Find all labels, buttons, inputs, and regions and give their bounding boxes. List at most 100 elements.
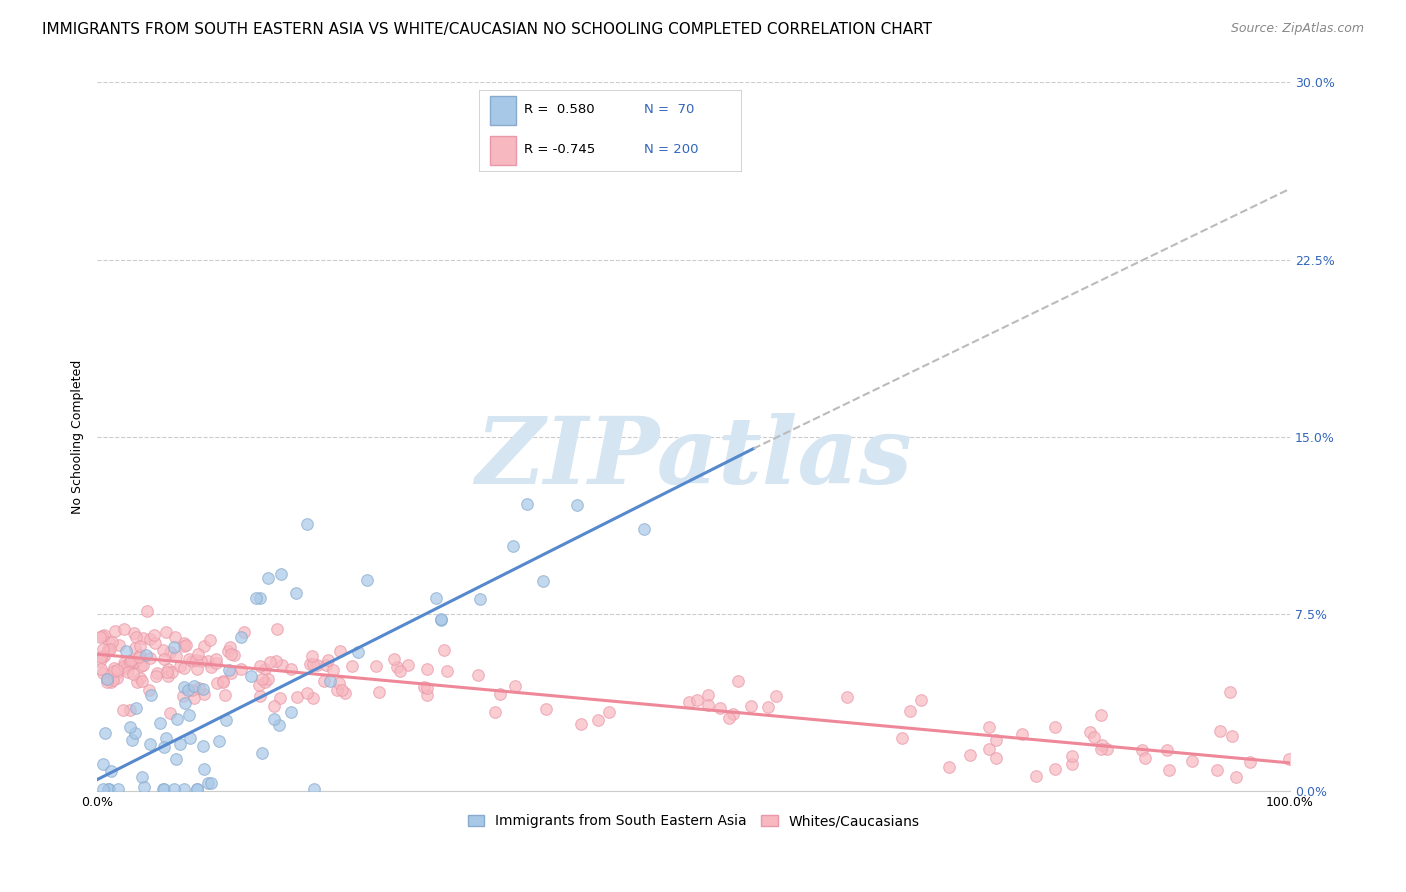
Point bbox=[128, 649, 150, 664]
Point bbox=[108, 639, 131, 653]
Point bbox=[959, 748, 981, 763]
Point bbox=[90, 649, 112, 664]
Point bbox=[136, 604, 159, 618]
Point bbox=[197, 775, 219, 789]
Point bbox=[1091, 738, 1114, 752]
Point bbox=[416, 662, 439, 676]
Point bbox=[534, 701, 557, 715]
Point bbox=[977, 720, 1000, 734]
Point bbox=[174, 638, 197, 652]
Point bbox=[301, 691, 323, 706]
Point bbox=[125, 701, 148, 715]
Point bbox=[115, 644, 138, 658]
Point bbox=[250, 746, 273, 760]
Point bbox=[139, 651, 162, 665]
Point bbox=[366, 658, 388, 673]
Point bbox=[212, 673, 235, 688]
Point bbox=[333, 686, 356, 700]
Point bbox=[120, 653, 142, 667]
Point bbox=[124, 655, 146, 669]
Point bbox=[718, 711, 741, 725]
Point bbox=[193, 687, 215, 701]
Point bbox=[205, 652, 228, 666]
Point bbox=[266, 654, 288, 668]
Point bbox=[124, 726, 146, 740]
Point bbox=[254, 674, 277, 689]
Text: ZIPatlas: ZIPatlas bbox=[475, 413, 912, 503]
Point bbox=[117, 657, 139, 671]
Point bbox=[141, 688, 163, 702]
Point bbox=[1090, 708, 1112, 723]
Point bbox=[100, 764, 122, 778]
Point bbox=[356, 573, 378, 587]
Point bbox=[740, 699, 762, 714]
Point bbox=[112, 622, 135, 636]
Point bbox=[315, 658, 337, 673]
Point bbox=[328, 676, 350, 690]
Point bbox=[249, 689, 271, 703]
Point bbox=[890, 731, 912, 745]
Point bbox=[910, 693, 932, 707]
Point bbox=[159, 706, 181, 720]
Point bbox=[193, 639, 215, 653]
Point bbox=[105, 663, 128, 677]
Point bbox=[96, 674, 118, 689]
Point bbox=[153, 652, 176, 666]
Point bbox=[93, 627, 115, 641]
Point bbox=[131, 770, 153, 784]
Point bbox=[173, 781, 195, 796]
Point bbox=[219, 665, 242, 680]
Point bbox=[312, 674, 335, 689]
Point bbox=[97, 781, 120, 796]
Point bbox=[415, 688, 437, 702]
Point bbox=[257, 672, 280, 686]
Point bbox=[208, 733, 231, 747]
Point bbox=[1083, 730, 1105, 744]
Point bbox=[172, 689, 194, 703]
Point bbox=[177, 707, 200, 722]
Point bbox=[1062, 748, 1084, 763]
Point bbox=[270, 567, 292, 582]
Point bbox=[214, 688, 236, 702]
Point bbox=[101, 635, 124, 649]
Point bbox=[1025, 769, 1047, 783]
Point bbox=[215, 713, 238, 727]
Point bbox=[183, 690, 205, 705]
Point bbox=[250, 672, 273, 686]
Point bbox=[413, 681, 436, 695]
Point bbox=[165, 630, 187, 644]
Point bbox=[470, 592, 492, 607]
Point bbox=[173, 661, 195, 675]
Point bbox=[135, 648, 157, 663]
Point bbox=[165, 648, 187, 663]
Point bbox=[149, 716, 172, 731]
Point bbox=[156, 669, 179, 683]
Point bbox=[1278, 752, 1301, 766]
Point bbox=[131, 658, 153, 673]
Point bbox=[174, 696, 197, 710]
Point bbox=[90, 662, 112, 676]
Point bbox=[302, 781, 325, 796]
Point bbox=[269, 690, 291, 705]
Point bbox=[155, 731, 177, 745]
Point bbox=[98, 642, 121, 657]
Point bbox=[177, 652, 200, 666]
Point bbox=[145, 669, 167, 683]
Point bbox=[1062, 757, 1084, 772]
Point bbox=[157, 662, 180, 676]
Point bbox=[181, 683, 204, 698]
Point bbox=[152, 781, 174, 796]
Point bbox=[103, 665, 125, 679]
Point bbox=[176, 682, 198, 697]
Point bbox=[430, 613, 453, 627]
Point bbox=[467, 668, 489, 682]
Point bbox=[1205, 763, 1227, 777]
Point bbox=[1225, 770, 1247, 784]
Point bbox=[269, 718, 291, 732]
Point bbox=[187, 648, 209, 662]
Point bbox=[212, 674, 235, 689]
Point bbox=[205, 656, 228, 670]
Point bbox=[125, 675, 148, 690]
Point bbox=[301, 649, 323, 664]
Point bbox=[598, 706, 620, 720]
